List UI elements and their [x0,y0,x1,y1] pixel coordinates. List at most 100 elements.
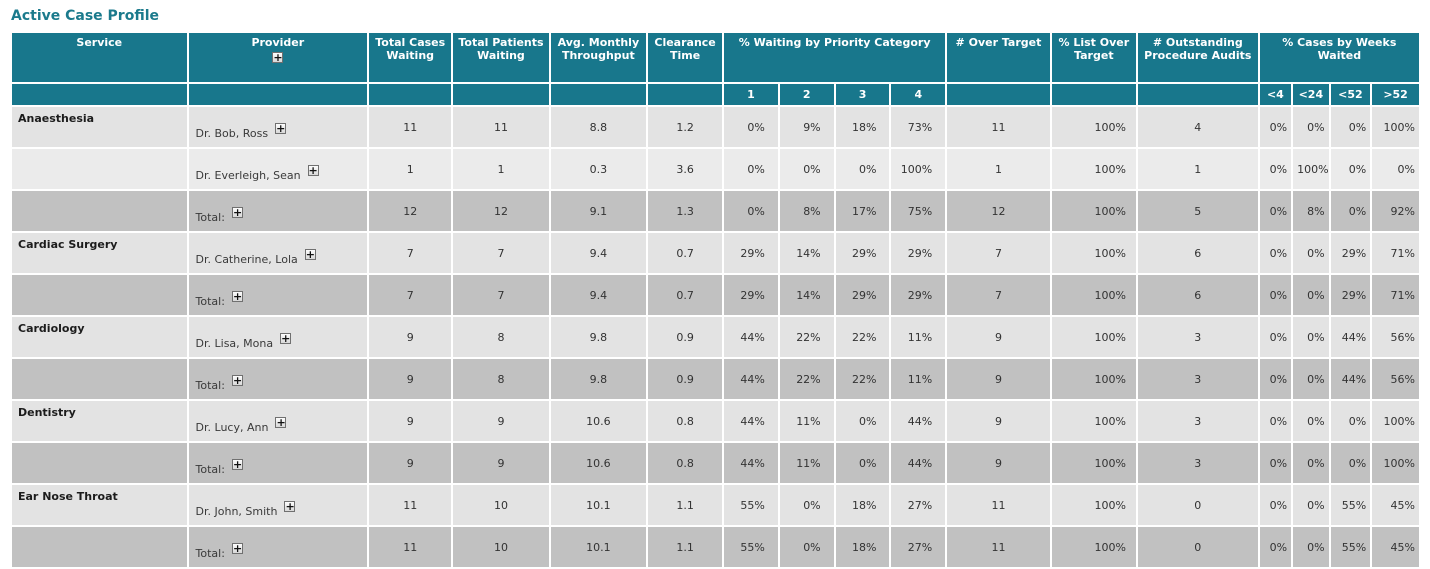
w24-cell: 0% [1293,527,1329,567]
list-over-cell: 100% [1051,107,1136,147]
w24-cell: 0% [1293,317,1329,357]
p1-cell: 55% [724,485,778,525]
p2-cell: 0% [779,527,834,567]
over-cell: 9 [947,359,1050,399]
p3-cell: 18% [835,485,890,525]
p3-cell: 0% [835,443,890,483]
w4-cell: 0% [1259,527,1292,567]
list-over-cell: 100% [1051,317,1136,357]
subheader-priority-3[interactable]: 3 [835,84,890,105]
total-label: Total: [195,547,225,560]
subheader-weeks-lt24[interactable]: <24 [1293,84,1329,105]
patients-cell: 8 [453,317,549,357]
w52-cell: 0% [1330,401,1371,441]
w52plus-cell: 45% [1372,527,1419,567]
expand-icon[interactable] [304,249,316,260]
p3-cell: 18% [835,107,890,147]
subheader-empty-service [12,84,187,105]
subheader-weeks-gt52[interactable]: >52 [1372,84,1419,105]
audits-cell: 4 [1137,107,1258,147]
p2-cell: 9% [779,107,834,147]
expand-icon[interactable] [231,291,243,302]
subheader-empty-list-over-target [1051,84,1136,105]
p3-cell: 17% [835,191,890,231]
w52plus-cell: 92% [1372,191,1419,231]
table-header: Service Provider Total Cases Waiting Tot… [12,33,1419,105]
expand-icon[interactable] [231,543,243,554]
patients-cell: 9 [453,443,549,483]
subheader-empty-total-cases [369,84,452,105]
w4-cell: 0% [1259,233,1292,273]
w52plus-cell: 45% [1372,485,1419,525]
p3-cell: 0% [835,149,890,189]
avg-cell: 8.8 [550,107,647,147]
col-header-over-target[interactable]: # Over Target [947,33,1050,82]
audits-cell: 3 [1137,443,1258,483]
col-header-outstanding-audits[interactable]: # Outstanding Procedure Audits [1137,33,1258,82]
clearance-cell: 0.9 [648,359,723,399]
list-over-cell: 100% [1051,149,1136,189]
provider-name: Dr. Lisa, Mona [195,337,274,350]
subheader-weeks-lt4[interactable]: <4 [1259,84,1292,105]
service-cell [12,275,187,315]
service-cell [12,443,187,483]
w52plus-cell: 0% [1372,149,1419,189]
subheader-priority-2[interactable]: 2 [779,84,834,105]
expand-icon[interactable] [231,459,243,470]
p2-cell: 0% [779,485,834,525]
w52plus-cell: 100% [1372,401,1419,441]
expand-icon[interactable] [284,501,296,512]
provider-cell: Dr. Lucy, Ann [188,401,368,441]
expand-icon[interactable] [275,123,287,134]
expand-icon[interactable] [280,333,292,344]
col-header-total-cases[interactable]: Total Cases Waiting [369,33,452,82]
audits-cell: 6 [1137,233,1258,273]
subheader-priority-1[interactable]: 1 [724,84,778,105]
col-header-service[interactable]: Service [12,33,187,82]
total-label-cell: Total: [188,527,368,567]
col-header-total-patients[interactable]: Total Patients Waiting [453,33,549,82]
over-cell: 9 [947,401,1050,441]
w24-cell: 100% [1293,149,1329,189]
subheader-empty-avg-monthly [550,84,647,105]
col-header-clearance[interactable]: Clearance Time [648,33,723,82]
col-header-provider[interactable]: Provider [188,33,368,82]
audits-cell: 0 [1137,485,1258,525]
patients-cell: 8 [453,359,549,399]
list-over-cell: 100% [1051,233,1136,273]
expand-providers-icon[interactable] [272,52,284,63]
clearance-cell: 0.8 [648,401,723,441]
col-header-list-over-target[interactable]: % List Over Target [1051,33,1136,82]
expand-icon[interactable] [231,375,243,386]
w24-cell: 0% [1293,359,1329,399]
expand-icon[interactable] [275,417,287,428]
subheader-weeks-lt52[interactable]: <52 [1330,84,1371,105]
w52plus-cell: 100% [1372,107,1419,147]
expand-icon[interactable] [231,207,243,218]
w24-cell: 0% [1293,443,1329,483]
subheader-empty-clearance [648,84,723,105]
w4-cell: 0% [1259,191,1292,231]
p1-cell: 44% [724,401,778,441]
total-label: Total: [195,463,225,476]
col-header-avg-monthly[interactable]: Avg. Monthly Throughput [550,33,647,82]
subheader-priority-4[interactable]: 4 [891,84,946,105]
w52-cell: 0% [1330,443,1371,483]
provider-cell: Dr. Bob, Ross [188,107,368,147]
provider-name: Dr. Bob, Ross [195,127,269,140]
total-label: Total: [195,295,225,308]
over-cell: 9 [947,317,1050,357]
audits-cell: 3 [1137,359,1258,399]
p4-cell: 11% [891,317,946,357]
provider-cell: Dr. Everleigh, Sean [188,149,368,189]
patients-cell: 11 [453,107,549,147]
expand-icon[interactable] [307,165,319,176]
p4-cell: 27% [891,485,946,525]
clearance-cell: 0.7 [648,275,723,315]
audits-cell: 0 [1137,527,1258,567]
clearance-cell: 0.8 [648,443,723,483]
avg-cell: 9.4 [550,233,647,273]
p2-cell: 22% [779,359,834,399]
